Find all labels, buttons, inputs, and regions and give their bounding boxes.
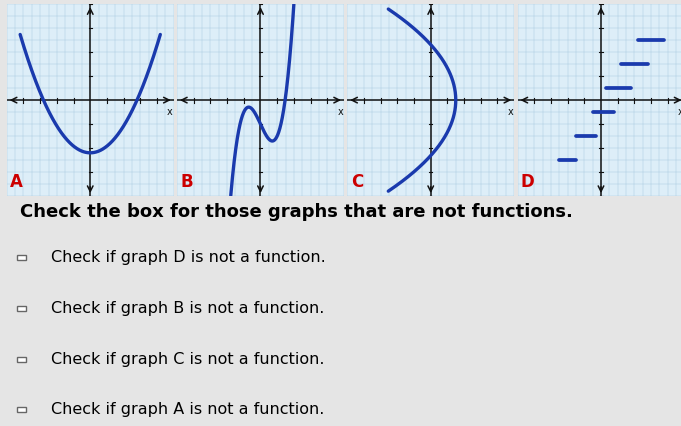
- FancyBboxPatch shape: [17, 255, 27, 260]
- FancyBboxPatch shape: [17, 407, 27, 412]
- Text: Check if graph C is not a function.: Check if graph C is not a function.: [51, 351, 325, 366]
- Text: Check if graph A is not a function.: Check if graph A is not a function.: [51, 402, 324, 417]
- Text: x: x: [337, 107, 343, 117]
- Text: D: D: [521, 173, 535, 191]
- Text: x: x: [678, 107, 681, 117]
- Text: C: C: [351, 173, 363, 191]
- Text: Check if graph B is not a function.: Check if graph B is not a function.: [51, 301, 324, 316]
- Text: Check if graph D is not a function.: Check if graph D is not a function.: [51, 250, 326, 265]
- Text: B: B: [180, 173, 193, 191]
- Text: Check the box for those graphs that are not functions.: Check the box for those graphs that are …: [20, 203, 573, 221]
- FancyBboxPatch shape: [17, 357, 27, 362]
- Text: x: x: [167, 107, 173, 117]
- Text: x: x: [507, 107, 513, 117]
- FancyBboxPatch shape: [17, 306, 27, 311]
- Text: A: A: [10, 173, 23, 191]
